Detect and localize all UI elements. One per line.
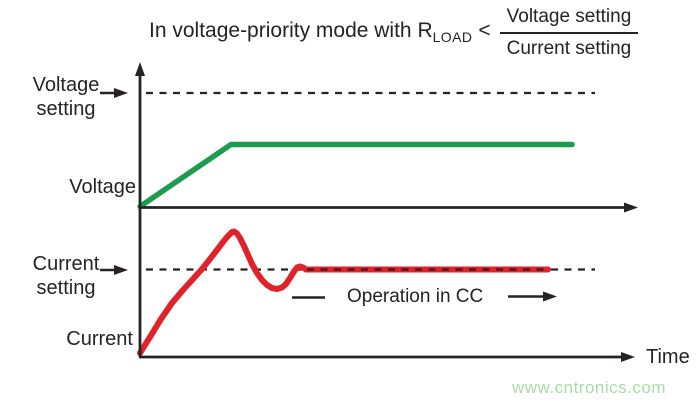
voltage-curve <box>137 141 575 210</box>
voltage-axis-label: Voltage <box>69 176 136 198</box>
current-setting-label: Current setting <box>32 253 100 299</box>
operation-cc-label: Operation in CC <box>347 286 484 307</box>
current-axis-label: Current <box>66 328 133 350</box>
voltage-setting-label: Voltage setting <box>32 74 100 120</box>
fraction-denominator: Current setting <box>506 38 632 59</box>
title-text: In voltage-priority mode with RLOAD < <box>149 19 491 45</box>
title-fraction: Voltage setting Current setting <box>499 4 639 60</box>
fraction-numerator: Voltage setting <box>499 4 639 34</box>
watermark: www.cntronics.com <box>512 378 666 397</box>
time-axis-label: Time <box>646 346 690 368</box>
r-load-subscript: LOAD <box>432 29 473 45</box>
chart-title: In voltage-priority mode with RLOAD < Vol… <box>149 4 639 60</box>
current-curve <box>137 228 551 356</box>
